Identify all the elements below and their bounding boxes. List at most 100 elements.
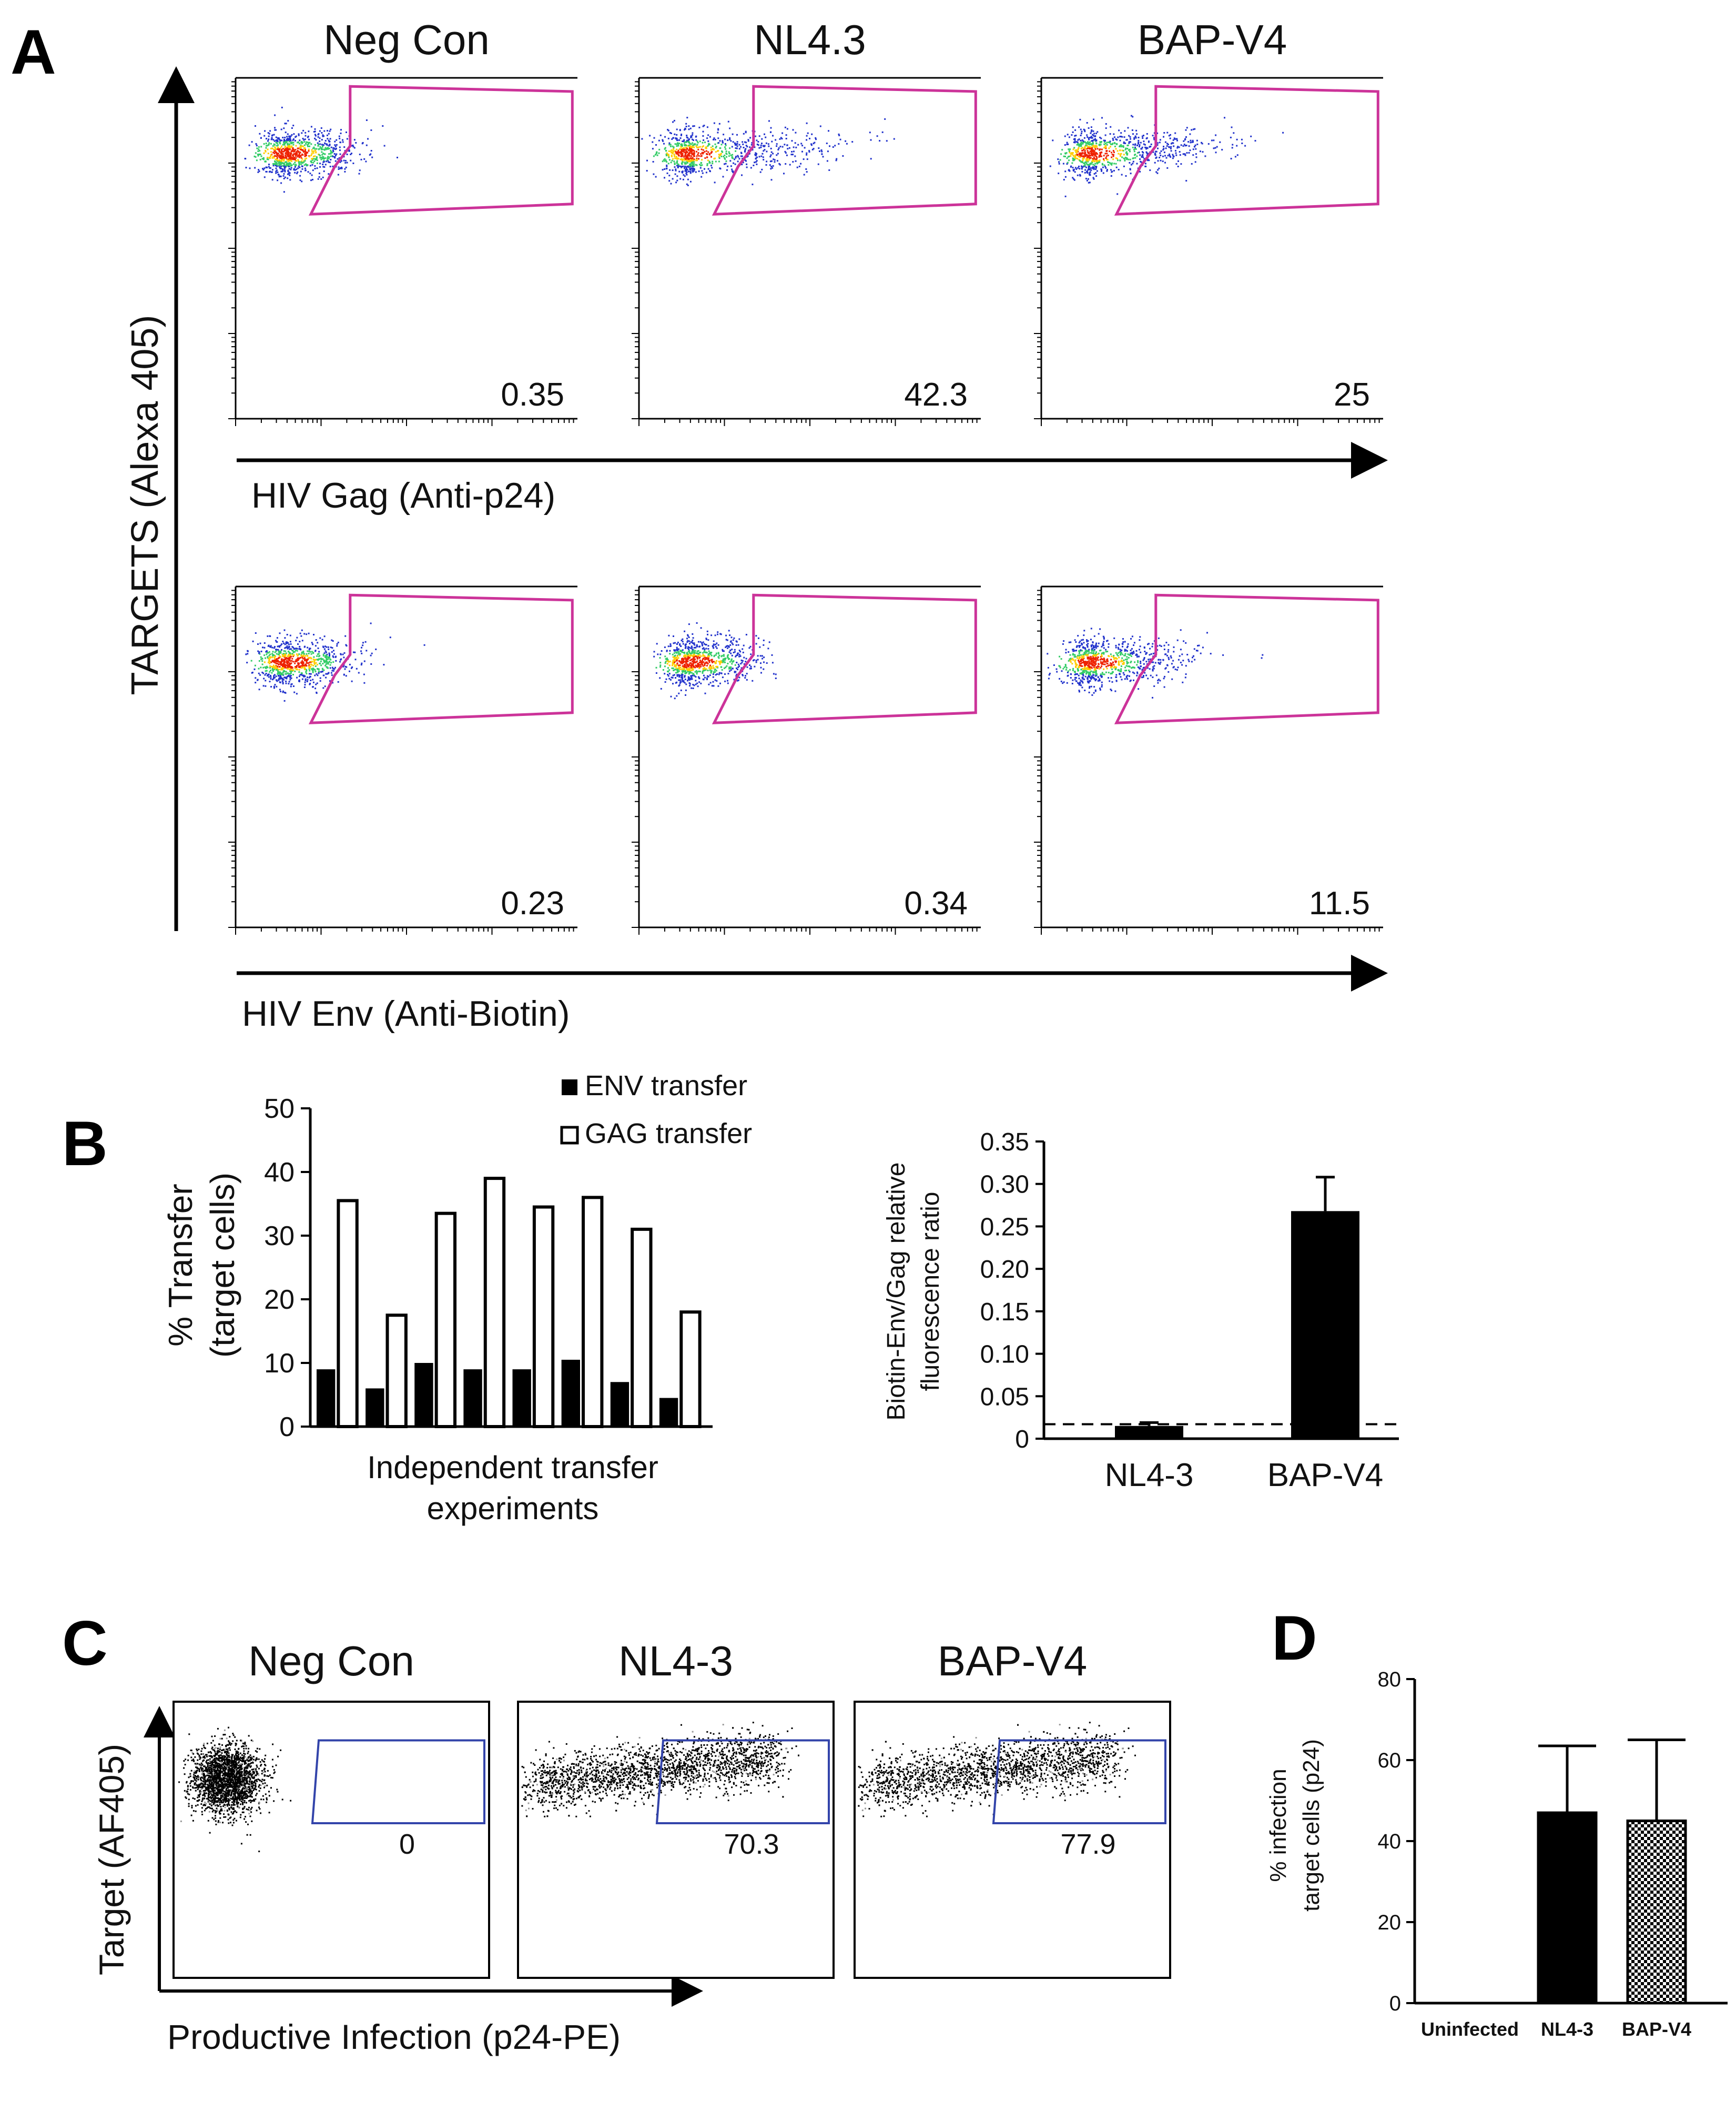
dotplot-event (706, 164, 708, 166)
dotplot-event (302, 650, 304, 652)
dotplot-event (286, 149, 288, 150)
dotplot-event (1093, 153, 1095, 155)
dotplot-event (1092, 166, 1094, 168)
dotplot-event (690, 135, 692, 137)
dotplot-event (271, 147, 273, 149)
dotplot-event (287, 160, 289, 163)
dotplot-event (352, 144, 354, 146)
dotplot-event (269, 671, 271, 673)
dotplot-event (745, 130, 747, 133)
dotplot-event (338, 168, 340, 170)
dotplot-event (756, 144, 758, 145)
dotplot-event (745, 142, 747, 144)
dotplot-event (685, 173, 687, 175)
dotplot-event (1185, 136, 1187, 138)
dotplot-event (727, 647, 728, 649)
dotplot-event (331, 670, 333, 672)
dotplot-event (260, 658, 262, 660)
dotplot-event (687, 664, 689, 666)
dotplot-event (1076, 154, 1078, 155)
dotplot-event (1138, 151, 1140, 154)
dotplot-event (659, 657, 661, 659)
dotplot-event (312, 664, 314, 666)
dotplot-event (1095, 158, 1098, 160)
dotplot-event (282, 678, 284, 680)
dotplot-event (285, 646, 287, 649)
dotplot-event (279, 666, 281, 668)
dotplot-event (338, 166, 340, 168)
dotplot-event (693, 153, 695, 155)
dotplot-event (1052, 139, 1054, 142)
dotplot-event (759, 171, 762, 173)
dotplot-event (752, 184, 754, 186)
dotplot-event (303, 666, 306, 668)
dotplot-event (675, 153, 677, 155)
dotplot-event (696, 150, 697, 153)
dotplot-event (683, 139, 685, 141)
dotplot-event (696, 146, 698, 148)
dotplot-event (272, 151, 275, 154)
dotplot-event (283, 173, 285, 175)
dotplot-event (1085, 163, 1088, 165)
dotplot-event (677, 152, 679, 154)
dotplot-event (285, 652, 287, 654)
dotplot-event (279, 142, 280, 144)
dotplot-event (297, 149, 299, 151)
dotplot-event (671, 159, 673, 161)
dotplot-event (270, 151, 272, 153)
dotplot-event (678, 666, 680, 668)
dotplot-event (1143, 158, 1145, 160)
dotplot-event (260, 650, 262, 652)
dotplot-event (714, 679, 716, 681)
dotplot-event (262, 646, 263, 649)
dotplot-event (303, 657, 306, 659)
dotplot-event (1144, 146, 1146, 148)
dotplot-event (281, 168, 283, 170)
gate-polygon (308, 85, 574, 216)
dotplot-event (1079, 118, 1081, 120)
dotplot-event (1157, 160, 1159, 162)
dotplot-event (683, 668, 685, 670)
dotplot-event (285, 682, 287, 684)
dotplot-event (1127, 127, 1129, 129)
dotplot-event (311, 158, 313, 160)
dotplot-event (656, 151, 658, 153)
dotplot-event (1282, 132, 1284, 134)
dotplot-event (1173, 145, 1175, 147)
dotplot-event (305, 671, 307, 673)
dotplot-event (279, 151, 281, 153)
dotplot-event (1100, 144, 1102, 146)
dotplot-event (1132, 160, 1134, 163)
dotplot-event (1219, 141, 1221, 143)
dotplot-event (335, 660, 337, 662)
dotplot-event (279, 155, 281, 157)
dotplot-event (797, 144, 799, 146)
dotplot-event (740, 667, 743, 669)
panel-letter-b: B (62, 1108, 108, 1179)
dotplot-event (701, 159, 703, 161)
dotplot-event (278, 653, 280, 655)
dotplot-event (675, 157, 677, 159)
dotplot-event (329, 138, 331, 140)
dotplot-event (370, 622, 372, 624)
dotplot-event (669, 679, 672, 681)
dotplot-event (693, 161, 695, 163)
dotplot-event (326, 659, 328, 661)
dotplot-event (691, 663, 693, 665)
dotplot-event (257, 154, 259, 155)
dotplot-event (282, 159, 285, 161)
dotplot-event (1193, 146, 1195, 148)
dotplot-event (279, 672, 281, 674)
dotplot-event (1080, 133, 1082, 135)
dotplot-event (1155, 150, 1158, 153)
dotplot-event (778, 147, 780, 149)
dotplot-event (757, 655, 759, 657)
dotplot-event (290, 152, 292, 154)
dotplot-event (719, 140, 721, 142)
dotplot-event (750, 668, 752, 670)
dotplot-event (779, 164, 781, 166)
dotplot-event (266, 145, 268, 147)
dotplot-event (667, 667, 669, 669)
dotplot-event (734, 664, 736, 666)
dotplot-event (258, 148, 260, 150)
